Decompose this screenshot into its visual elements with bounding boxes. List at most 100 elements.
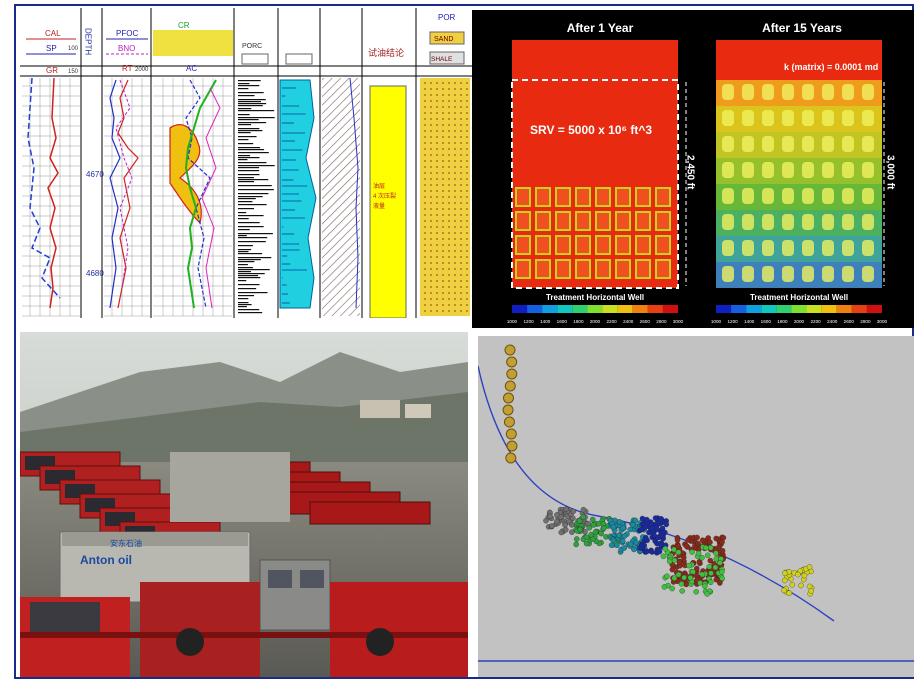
porc-bar bbox=[238, 165, 275, 167]
porc-bar bbox=[238, 189, 274, 191]
sim-cell bbox=[842, 136, 854, 152]
sim-cell bbox=[635, 259, 651, 279]
por-lines bbox=[282, 87, 308, 304]
porc-label: PORC bbox=[242, 43, 262, 50]
colorbar-swatch bbox=[647, 305, 663, 313]
colorbar-swatch bbox=[836, 305, 852, 313]
porc-bar bbox=[238, 233, 273, 235]
porc-bar bbox=[238, 237, 268, 239]
colorbar-tick: 1600 bbox=[761, 319, 772, 324]
sim-cell bbox=[802, 240, 814, 256]
microseismic-event bbox=[563, 506, 569, 512]
sim-cell bbox=[555, 235, 571, 255]
conclusion-label: 试油结论 bbox=[368, 47, 404, 58]
colorbar-tick: 1000 bbox=[507, 319, 518, 324]
sim-cell bbox=[802, 136, 814, 152]
sim-cell bbox=[802, 266, 814, 282]
microseismic-event bbox=[627, 526, 633, 533]
sim-cell bbox=[722, 84, 734, 100]
sim-cell bbox=[742, 84, 754, 100]
microseismic-event bbox=[801, 572, 808, 579]
colorbar-tick: 2600 bbox=[844, 319, 855, 324]
porc-bar bbox=[238, 212, 247, 214]
geophone-bead bbox=[505, 428, 517, 440]
colorbar-swatch bbox=[866, 305, 882, 313]
conclusion-bar bbox=[369, 85, 407, 318]
microseismic-event bbox=[789, 582, 796, 588]
porc-bar bbox=[238, 298, 249, 300]
sim-cell bbox=[862, 162, 874, 178]
sim-cell bbox=[862, 240, 874, 256]
porc-bar bbox=[238, 152, 269, 154]
sim-cell bbox=[615, 259, 631, 279]
sim-cell bbox=[615, 235, 631, 255]
geophone-bead bbox=[504, 344, 516, 356]
porc-bar bbox=[238, 218, 249, 220]
sp-curve bbox=[27, 77, 61, 299]
sim-cell bbox=[595, 187, 611, 207]
microseismic-event bbox=[669, 566, 676, 573]
interp-3: 液量 bbox=[373, 202, 385, 210]
sim-cell bbox=[742, 188, 754, 204]
colorbar-swatch bbox=[662, 305, 678, 313]
microseismic-event bbox=[681, 574, 687, 581]
sim-cell bbox=[782, 214, 794, 230]
sim-cell bbox=[535, 259, 551, 279]
microseismic-event bbox=[649, 525, 655, 532]
microseismic-event bbox=[588, 531, 594, 538]
porc-bar bbox=[238, 309, 260, 311]
colorbar-tick: 2000 bbox=[794, 319, 805, 324]
porc-bar bbox=[238, 177, 254, 179]
frac-pump-truck bbox=[309, 501, 431, 525]
colorbar-tick: 2400 bbox=[827, 319, 838, 324]
geophone-bead bbox=[506, 440, 518, 452]
microseismic-event bbox=[695, 550, 702, 557]
porc-bar bbox=[238, 204, 267, 206]
geophone-bead bbox=[504, 380, 516, 392]
sim-cell bbox=[722, 162, 734, 178]
sim-cell bbox=[635, 235, 651, 255]
sim-band bbox=[716, 106, 882, 132]
sim-cell bbox=[555, 187, 571, 207]
porc-bar bbox=[238, 149, 265, 151]
sim-cell bbox=[822, 136, 834, 152]
porc-bar bbox=[238, 295, 255, 297]
k-matrix-label: k (matrix) = 0.0001 md bbox=[784, 62, 878, 72]
scale-sp: 100 bbox=[68, 46, 79, 52]
sim-cell bbox=[842, 110, 854, 126]
microseismic-event bbox=[696, 558, 703, 565]
sim-cell bbox=[782, 136, 794, 152]
porc-bar bbox=[238, 185, 272, 187]
microseismic-event bbox=[719, 575, 725, 582]
microseismic-event bbox=[704, 591, 710, 597]
sim-cell bbox=[762, 162, 774, 178]
microseismic-event bbox=[704, 552, 711, 559]
porc-bar bbox=[238, 122, 267, 124]
microseismic-event bbox=[683, 542, 689, 549]
microseismic-event bbox=[798, 582, 804, 589]
microseismic-event bbox=[662, 545, 669, 552]
colorbar-swatch bbox=[821, 305, 837, 313]
microseismic-event bbox=[554, 512, 560, 518]
microseismic-event bbox=[608, 542, 615, 548]
porc-bar bbox=[238, 92, 264, 94]
geophone-bead bbox=[502, 392, 514, 404]
porc-bar bbox=[238, 304, 252, 306]
microseismic-event bbox=[669, 585, 675, 592]
colorbar-swatch bbox=[716, 305, 732, 313]
microseismic-event bbox=[693, 589, 699, 595]
sim-cell bbox=[762, 110, 774, 126]
sim-cell bbox=[595, 259, 611, 279]
sim-cell bbox=[742, 240, 754, 256]
microseismic-event bbox=[573, 541, 579, 548]
sim-cell bbox=[842, 188, 854, 204]
porc-bar bbox=[238, 241, 266, 243]
sim-cell bbox=[762, 84, 774, 100]
depth-4680: 4680 bbox=[86, 269, 104, 278]
porc-bar bbox=[238, 85, 260, 87]
right-well-label: Treatment Horizontal Well bbox=[750, 293, 848, 302]
srv-label: SRV = 5000 x 10⁶ ft^3 bbox=[530, 123, 652, 137]
simulation-svg: After 1 Year After 15 Years SRV = 5000 x… bbox=[472, 10, 914, 328]
porc-bar bbox=[238, 271, 251, 273]
microseismic-event bbox=[655, 534, 661, 541]
